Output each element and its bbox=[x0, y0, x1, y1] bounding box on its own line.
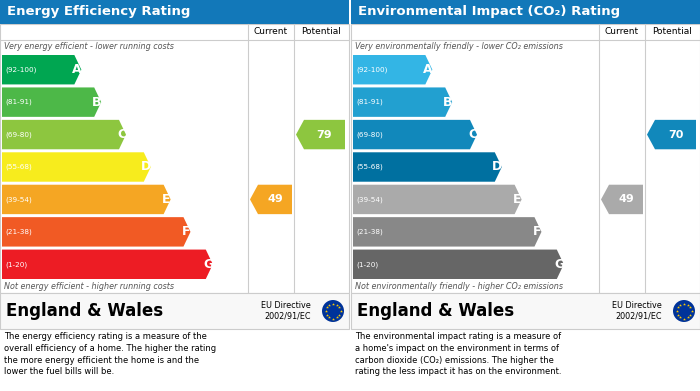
Bar bbox=[351, 293, 700, 329]
Bar bbox=[0, 293, 349, 329]
Polygon shape bbox=[2, 152, 150, 182]
Text: F: F bbox=[533, 225, 541, 239]
Polygon shape bbox=[353, 249, 564, 279]
Text: D: D bbox=[141, 160, 151, 174]
Polygon shape bbox=[353, 152, 502, 182]
Polygon shape bbox=[353, 88, 452, 117]
Text: F: F bbox=[182, 225, 190, 239]
Text: England & Wales: England & Wales bbox=[6, 302, 163, 320]
Text: Not environmentally friendly - higher CO₂ emissions: Not environmentally friendly - higher CO… bbox=[355, 282, 563, 291]
Polygon shape bbox=[353, 55, 433, 84]
Text: A: A bbox=[72, 63, 82, 76]
Polygon shape bbox=[2, 217, 190, 247]
Text: B: B bbox=[92, 96, 102, 109]
Text: (92-100): (92-100) bbox=[5, 66, 36, 73]
Text: (1-20): (1-20) bbox=[5, 261, 27, 267]
Text: G: G bbox=[203, 258, 214, 271]
Text: E: E bbox=[513, 193, 522, 206]
Polygon shape bbox=[2, 120, 126, 149]
Text: (92-100): (92-100) bbox=[356, 66, 387, 73]
Text: C: C bbox=[468, 128, 477, 141]
Bar bbox=[351, 0, 700, 24]
Polygon shape bbox=[601, 185, 643, 214]
Text: The energy efficiency rating is a measure of the
overall efficiency of a home. T: The energy efficiency rating is a measur… bbox=[4, 332, 216, 377]
Bar bbox=[0, 24, 349, 293]
Text: (39-54): (39-54) bbox=[356, 196, 383, 203]
Text: Current: Current bbox=[254, 27, 288, 36]
Text: (21-38): (21-38) bbox=[356, 229, 383, 235]
Text: (1-20): (1-20) bbox=[356, 261, 378, 267]
Text: Very energy efficient - lower running costs: Very energy efficient - lower running co… bbox=[4, 42, 174, 51]
Text: Energy Efficiency Rating: Energy Efficiency Rating bbox=[7, 5, 190, 18]
Text: (69-80): (69-80) bbox=[5, 131, 32, 138]
Text: E: E bbox=[162, 193, 170, 206]
Text: (39-54): (39-54) bbox=[5, 196, 32, 203]
Text: (81-91): (81-91) bbox=[5, 99, 32, 106]
Text: The environmental impact rating is a measure of
a home's impact on the environme: The environmental impact rating is a mea… bbox=[355, 332, 561, 377]
Polygon shape bbox=[2, 55, 81, 84]
Text: Very environmentally friendly - lower CO₂ emissions: Very environmentally friendly - lower CO… bbox=[355, 42, 563, 51]
Text: (81-91): (81-91) bbox=[356, 99, 383, 106]
Text: Potential: Potential bbox=[652, 27, 692, 36]
Text: 49: 49 bbox=[618, 194, 634, 204]
Circle shape bbox=[673, 300, 695, 322]
Text: (69-80): (69-80) bbox=[356, 131, 383, 138]
Text: Environmental Impact (CO₂) Rating: Environmental Impact (CO₂) Rating bbox=[358, 5, 620, 18]
Text: G: G bbox=[554, 258, 564, 271]
Text: Potential: Potential bbox=[302, 27, 342, 36]
Polygon shape bbox=[250, 185, 292, 214]
Text: England & Wales: England & Wales bbox=[357, 302, 514, 320]
Bar bbox=[0, 0, 349, 24]
Polygon shape bbox=[353, 120, 477, 149]
Polygon shape bbox=[353, 217, 542, 247]
Text: D: D bbox=[492, 160, 503, 174]
Bar bbox=[351, 24, 700, 293]
Text: Current: Current bbox=[605, 27, 639, 36]
Text: (55-68): (55-68) bbox=[5, 164, 32, 170]
Text: (55-68): (55-68) bbox=[356, 164, 383, 170]
Text: 49: 49 bbox=[267, 194, 283, 204]
Text: C: C bbox=[117, 128, 126, 141]
Polygon shape bbox=[2, 88, 101, 117]
Text: EU Directive
2002/91/EC: EU Directive 2002/91/EC bbox=[612, 301, 662, 321]
Circle shape bbox=[322, 300, 344, 322]
Text: Not energy efficient - higher running costs: Not energy efficient - higher running co… bbox=[4, 282, 174, 291]
Text: (21-38): (21-38) bbox=[5, 229, 32, 235]
Text: 70: 70 bbox=[668, 129, 683, 140]
Polygon shape bbox=[2, 249, 213, 279]
Polygon shape bbox=[353, 185, 522, 214]
Polygon shape bbox=[647, 120, 696, 149]
Text: A: A bbox=[423, 63, 433, 76]
Text: 79: 79 bbox=[316, 129, 332, 140]
Text: EU Directive
2002/91/EC: EU Directive 2002/91/EC bbox=[261, 301, 311, 321]
Text: B: B bbox=[443, 96, 452, 109]
Polygon shape bbox=[2, 185, 171, 214]
Polygon shape bbox=[296, 120, 345, 149]
